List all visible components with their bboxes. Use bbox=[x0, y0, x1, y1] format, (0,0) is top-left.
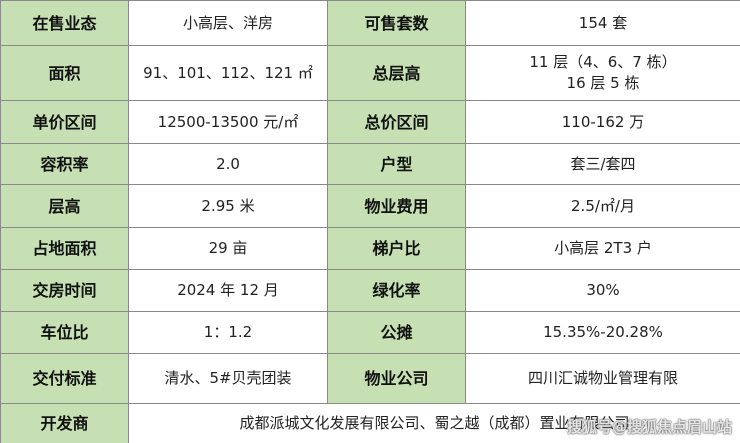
table-row: 车位比 1：1.2 公摊 15.35%-20.28% bbox=[0, 311, 740, 354]
label-units-available: 可售套数 bbox=[327, 0, 466, 46]
value-property-fee: 2.5/㎡/月 bbox=[465, 184, 740, 228]
value-sale-type: 小高层、洋房 bbox=[128, 0, 328, 46]
value-floor-height: 2.95 米 bbox=[128, 184, 328, 228]
label-shared-area: 公摊 bbox=[327, 311, 466, 354]
value-plot-ratio: 2.0 bbox=[128, 143, 328, 185]
table-row: 交房时间 2024 年 12 月 绿化率 30% bbox=[0, 269, 740, 312]
table-row: 交付标准 清水、5#贝壳团装 物业公司 四川汇诚物业管理有限 bbox=[0, 353, 740, 404]
table-row: 在售业态 小高层、洋房 可售套数 154 套 bbox=[0, 0, 740, 46]
label-total-floors: 总层高 bbox=[327, 45, 466, 101]
value-property-company: 四川汇诚物业管理有限 bbox=[465, 353, 740, 404]
label-layout: 户型 bbox=[327, 143, 466, 185]
value-parking-ratio: 1：1.2 bbox=[128, 311, 328, 354]
label-property-company: 物业公司 bbox=[327, 353, 466, 404]
value-total-price: 110-162 万 bbox=[465, 100, 740, 144]
watermark: 搜狐号@搜狐焦点眉山站 bbox=[566, 418, 732, 436]
label-elevator-ratio: 梯户比 bbox=[327, 227, 466, 270]
label-area: 面积 bbox=[0, 45, 129, 101]
label-parking-ratio: 车位比 bbox=[0, 311, 129, 354]
value-elevator-ratio: 小高层 2T3 户 bbox=[465, 227, 740, 270]
label-plot-ratio: 容积率 bbox=[0, 143, 129, 185]
value-area: 91、101、112、121 ㎡ bbox=[128, 45, 328, 101]
table-row: 层高 2.95 米 物业费用 2.5/㎡/月 bbox=[0, 184, 740, 228]
floors-line-2: 16 层 5 栋 bbox=[566, 74, 640, 92]
value-units-available: 154 套 bbox=[465, 0, 740, 46]
table-row: 容积率 2.0 户型 套三/套四 bbox=[0, 143, 740, 185]
label-developer: 开发商 bbox=[0, 403, 129, 443]
table-row: 占地面积 29 亩 梯户比 小高层 2T3 户 bbox=[0, 227, 740, 270]
table-row: 开发商 成都派城文化发展有限公司、蜀之越（成都）置业有限公司 bbox=[0, 403, 740, 443]
label-unit-price: 单价区间 bbox=[0, 100, 129, 144]
floors-line-1: 11 层（4、6、7 栋） bbox=[529, 53, 677, 71]
value-total-floors: 11 层（4、6、7 栋） 16 层 5 栋 bbox=[465, 45, 740, 101]
value-land-area: 29 亩 bbox=[128, 227, 328, 270]
label-floor-height: 层高 bbox=[0, 184, 129, 228]
label-property-fee: 物业费用 bbox=[327, 184, 466, 228]
value-green-ratio: 30% bbox=[465, 269, 740, 312]
label-land-area: 占地面积 bbox=[0, 227, 129, 270]
table-row: 单价区间 12500-13500 元/㎡ 总价区间 110-162 万 bbox=[0, 100, 740, 144]
value-layout: 套三/套四 bbox=[465, 143, 740, 185]
table-row: 面积 91、101、112、121 ㎡ 总层高 11 层（4、6、7 栋） 16 … bbox=[0, 45, 740, 101]
value-delivery-time: 2024 年 12 月 bbox=[128, 269, 328, 312]
label-delivery-time: 交房时间 bbox=[0, 269, 129, 312]
value-delivery-standard: 清水、5#贝壳团装 bbox=[128, 353, 328, 404]
label-total-price: 总价区间 bbox=[327, 100, 466, 144]
value-unit-price: 12500-13500 元/㎡ bbox=[128, 100, 328, 144]
label-delivery-standard: 交付标准 bbox=[0, 353, 129, 404]
label-sale-type: 在售业态 bbox=[0, 0, 129, 46]
value-developer: 成都派城文化发展有限公司、蜀之越（成都）置业有限公司 bbox=[128, 403, 740, 443]
label-green-ratio: 绿化率 bbox=[327, 269, 466, 312]
value-shared-area: 15.35%-20.28% bbox=[465, 311, 740, 354]
